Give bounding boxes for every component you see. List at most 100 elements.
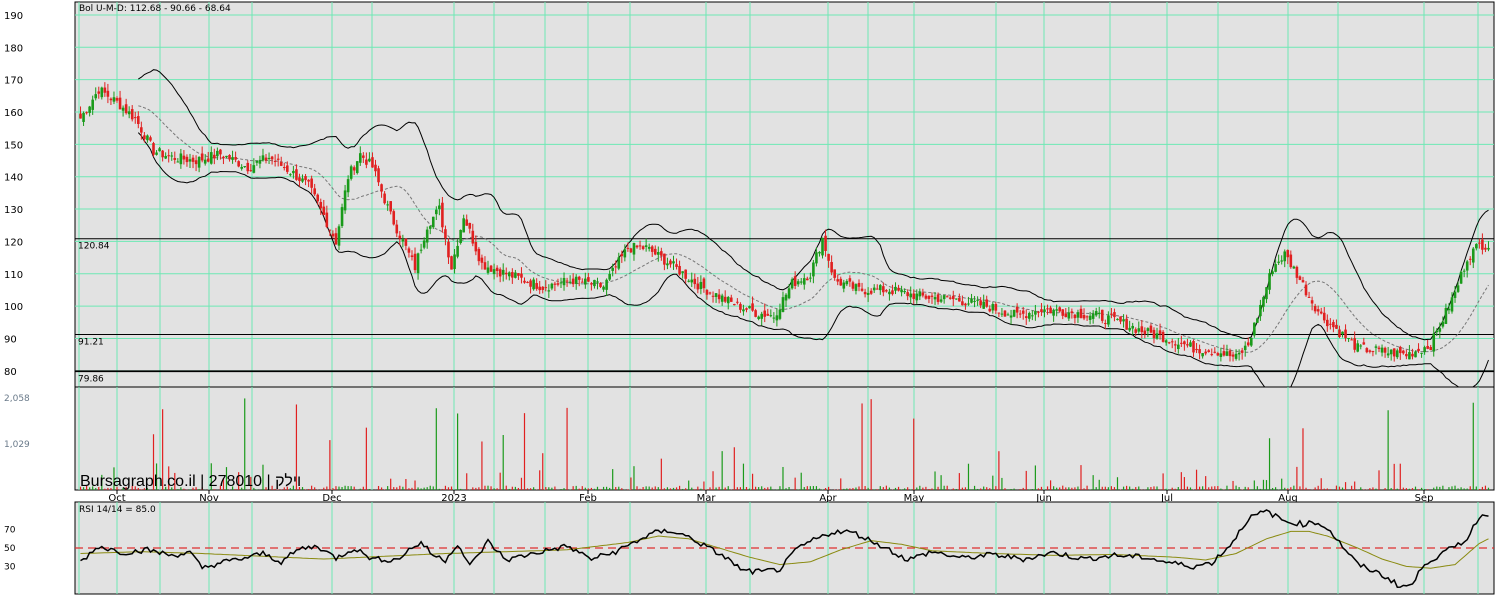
candle-body [459, 229, 462, 244]
candle-body [657, 252, 660, 255]
candle-body [1240, 350, 1244, 353]
candle-body [1201, 353, 1204, 357]
candle-body [82, 112, 85, 122]
candle-body [666, 263, 669, 266]
candle-body [316, 194, 320, 202]
candle-body [827, 253, 830, 261]
candle-body [863, 291, 867, 295]
candle-body [310, 178, 313, 188]
rsi-lines [75, 509, 1494, 588]
candle-body [176, 161, 180, 163]
candle-body [1158, 330, 1162, 334]
candle-body [371, 157, 374, 168]
candle-body [340, 207, 344, 227]
candle-body [684, 269, 687, 279]
candle-body [1040, 309, 1043, 313]
candle-body [818, 251, 821, 254]
candle-body [602, 286, 605, 290]
candle-body [94, 94, 98, 99]
price-tick-label: 190 [4, 11, 23, 22]
candle-body [486, 267, 490, 273]
candle-body [480, 257, 484, 263]
candle-body [155, 152, 158, 155]
candle-body [1423, 347, 1426, 353]
candle-body [1450, 297, 1454, 312]
candle-body [848, 278, 852, 282]
candle-body [1104, 323, 1107, 325]
candle-body [1286, 250, 1290, 258]
candle-body [1037, 311, 1040, 313]
candle-body [1368, 350, 1372, 352]
candle-body [258, 159, 262, 164]
candle-body [675, 264, 678, 267]
candle-body [1295, 266, 1299, 278]
candle-body [435, 209, 438, 215]
candle-body [763, 310, 767, 317]
candle-body [1429, 347, 1433, 351]
candle-body [419, 249, 423, 251]
candle-body [441, 202, 444, 228]
candle-body [1316, 309, 1320, 312]
candle-body [1183, 341, 1186, 345]
candle-body [897, 287, 900, 291]
candle-body [520, 273, 523, 278]
candle-body [209, 152, 213, 164]
candle-body [246, 162, 250, 172]
candle-body [1478, 242, 1481, 244]
candle-body [346, 179, 350, 193]
price-tick-label: 100 [4, 302, 23, 313]
candle-body [1143, 330, 1147, 335]
candle-body [702, 278, 706, 289]
candle-body [559, 282, 563, 284]
bollinger-label: Bol U-M-D: 112.68 - 90.66 - 68.64 [79, 4, 231, 14]
candle-body [1277, 261, 1280, 263]
candle-body [410, 255, 414, 257]
candle-body [824, 235, 827, 251]
rsi-y-axis: 70 50 30 [4, 526, 16, 573]
candle-body [547, 290, 551, 292]
rsi-line [80, 509, 1489, 588]
candle-body [167, 155, 171, 157]
candle-body [1073, 314, 1077, 319]
candle-body [1034, 311, 1037, 315]
candle-body [535, 283, 538, 289]
price-tick-label: 120 [4, 237, 23, 248]
candle-body [1405, 354, 1408, 357]
candle-body [1265, 287, 1268, 300]
candle-body [997, 312, 1001, 314]
candle-body [1456, 285, 1460, 292]
price-tick-label: 180 [4, 43, 23, 54]
candle-body [1283, 251, 1287, 262]
candle-body [1177, 344, 1180, 350]
candle-body [304, 176, 307, 181]
candle-body [815, 252, 818, 264]
candle-body [234, 157, 237, 160]
candle-body [955, 298, 958, 300]
candle-body [270, 156, 274, 160]
candle-body [872, 287, 876, 291]
candle-body [188, 159, 192, 162]
candle-body [1465, 261, 1469, 271]
price-tick-label: 80 [4, 367, 17, 378]
candle-body [1094, 311, 1098, 316]
candle-body [906, 292, 909, 297]
candle-body [106, 90, 110, 97]
candle-body [143, 135, 146, 140]
candle-body [252, 165, 256, 173]
candle-body [1067, 312, 1071, 319]
candle-body [1122, 319, 1125, 322]
candle-body [1161, 331, 1165, 342]
candle-body [1076, 312, 1080, 318]
x-axis: Oct Nov Dec 2023 Feb Mar Apr May Jun Jul Aug Sep [108, 490, 1433, 504]
candle-body [577, 276, 581, 280]
candle-body [878, 285, 882, 291]
candle-body [729, 297, 733, 302]
candle-body [574, 276, 578, 284]
candle-body [255, 160, 259, 163]
x-tick-label: Dec [322, 493, 341, 504]
candle-body [1459, 271, 1463, 284]
candle-body [1438, 328, 1442, 332]
candle-body [1362, 342, 1366, 345]
candle-body [650, 246, 654, 252]
